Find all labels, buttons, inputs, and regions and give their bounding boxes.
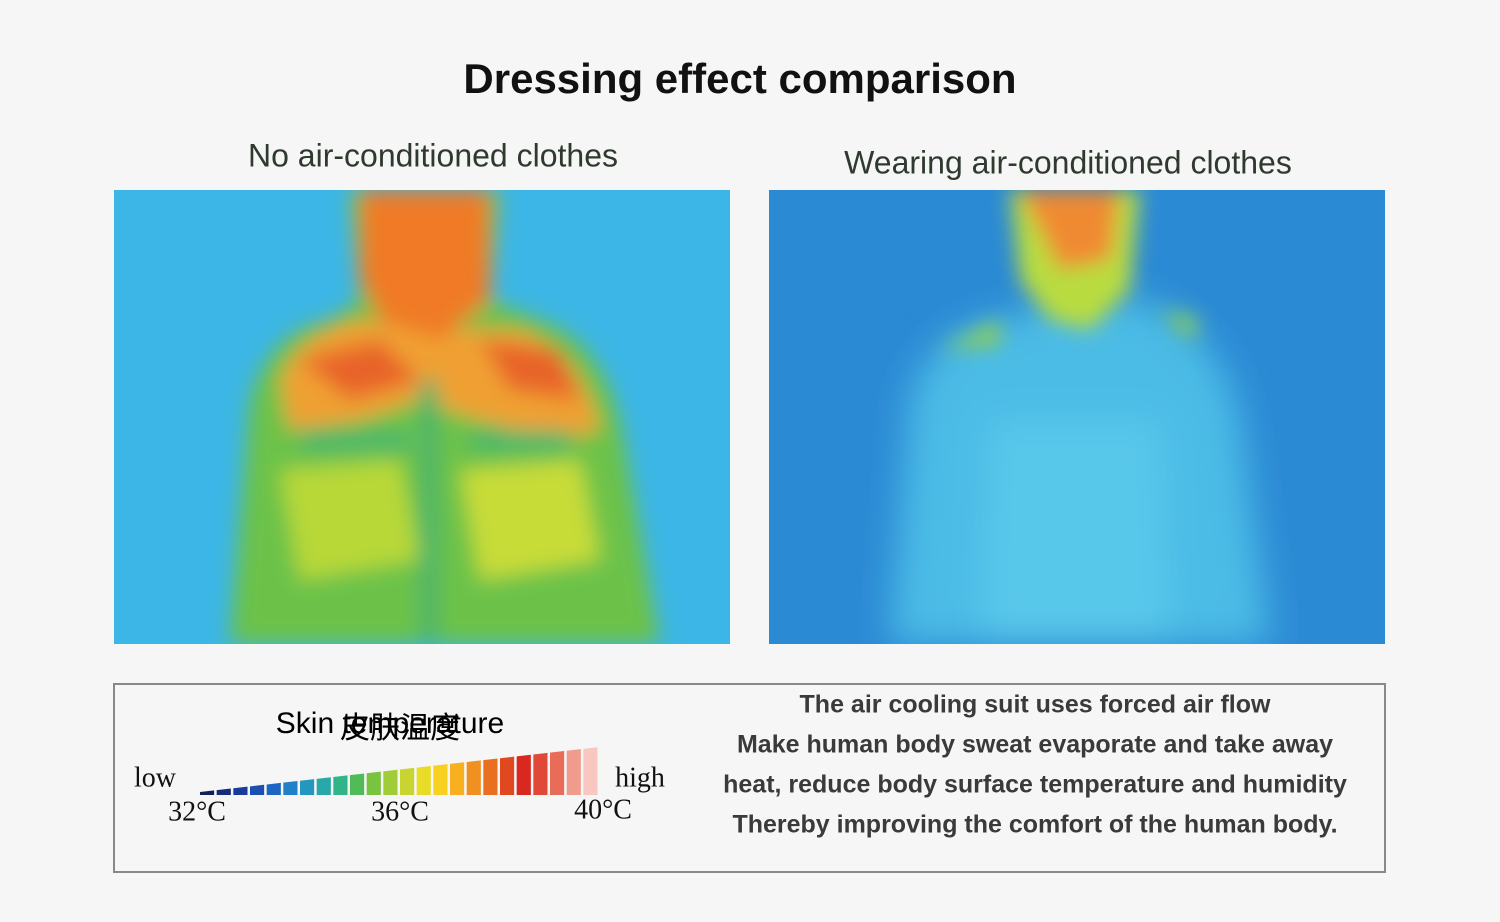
scale-segment: [300, 779, 315, 795]
scale-segment: [350, 773, 365, 795]
scale-segment: [333, 775, 348, 795]
color-scale: [200, 747, 598, 795]
scale-segment: [250, 784, 265, 795]
scale-segment: [233, 786, 248, 795]
description-line: heat, reduce body surface temperature an…: [723, 771, 1347, 799]
scale-segment: [550, 751, 565, 795]
scale-segment: [383, 769, 398, 795]
legend-tick: 32°C: [168, 796, 226, 827]
scale-segment: [400, 767, 415, 795]
scale-segment: [366, 771, 381, 795]
scale-segment: [516, 754, 531, 795]
legend-low: low: [134, 762, 177, 793]
legend-title: Skin temperature: [276, 707, 504, 740]
scale-segment: [266, 782, 281, 795]
panel-caption: No air-conditioned clothes: [248, 137, 618, 173]
legend-tick: 40°C: [574, 794, 632, 825]
scale-segment: [416, 766, 431, 795]
scale-segment: [433, 764, 448, 795]
thermal-image: [769, 190, 1385, 644]
description-line: Make human body sweat evaporate and take…: [737, 731, 1333, 759]
legend-high: high: [615, 762, 665, 793]
scale-segment: [566, 749, 581, 795]
thermal-image: [114, 190, 730, 644]
legend-title-cn: 皮肤温度: [340, 712, 460, 745]
info-box: [113, 683, 1386, 873]
scale-segment: [200, 790, 215, 795]
scale-segment: [466, 760, 481, 795]
description-line: The air cooling suit uses forced air flo…: [800, 691, 1271, 719]
scale-segment: [283, 781, 298, 795]
description-line: Thereby improving the comfort of the hum…: [732, 811, 1337, 839]
legend-tick: 36°C: [371, 796, 429, 827]
scale-segment: [500, 756, 515, 795]
panel-caption: Wearing air-conditioned clothes: [844, 144, 1292, 180]
title: Dressing effect comparison: [463, 55, 1016, 102]
scale-segment: [316, 777, 331, 795]
scale-segment: [583, 747, 598, 795]
scale-segment: [216, 788, 231, 795]
scale-segment: [533, 752, 548, 795]
scale-segment: [483, 758, 498, 795]
scale-segment: [450, 762, 465, 795]
